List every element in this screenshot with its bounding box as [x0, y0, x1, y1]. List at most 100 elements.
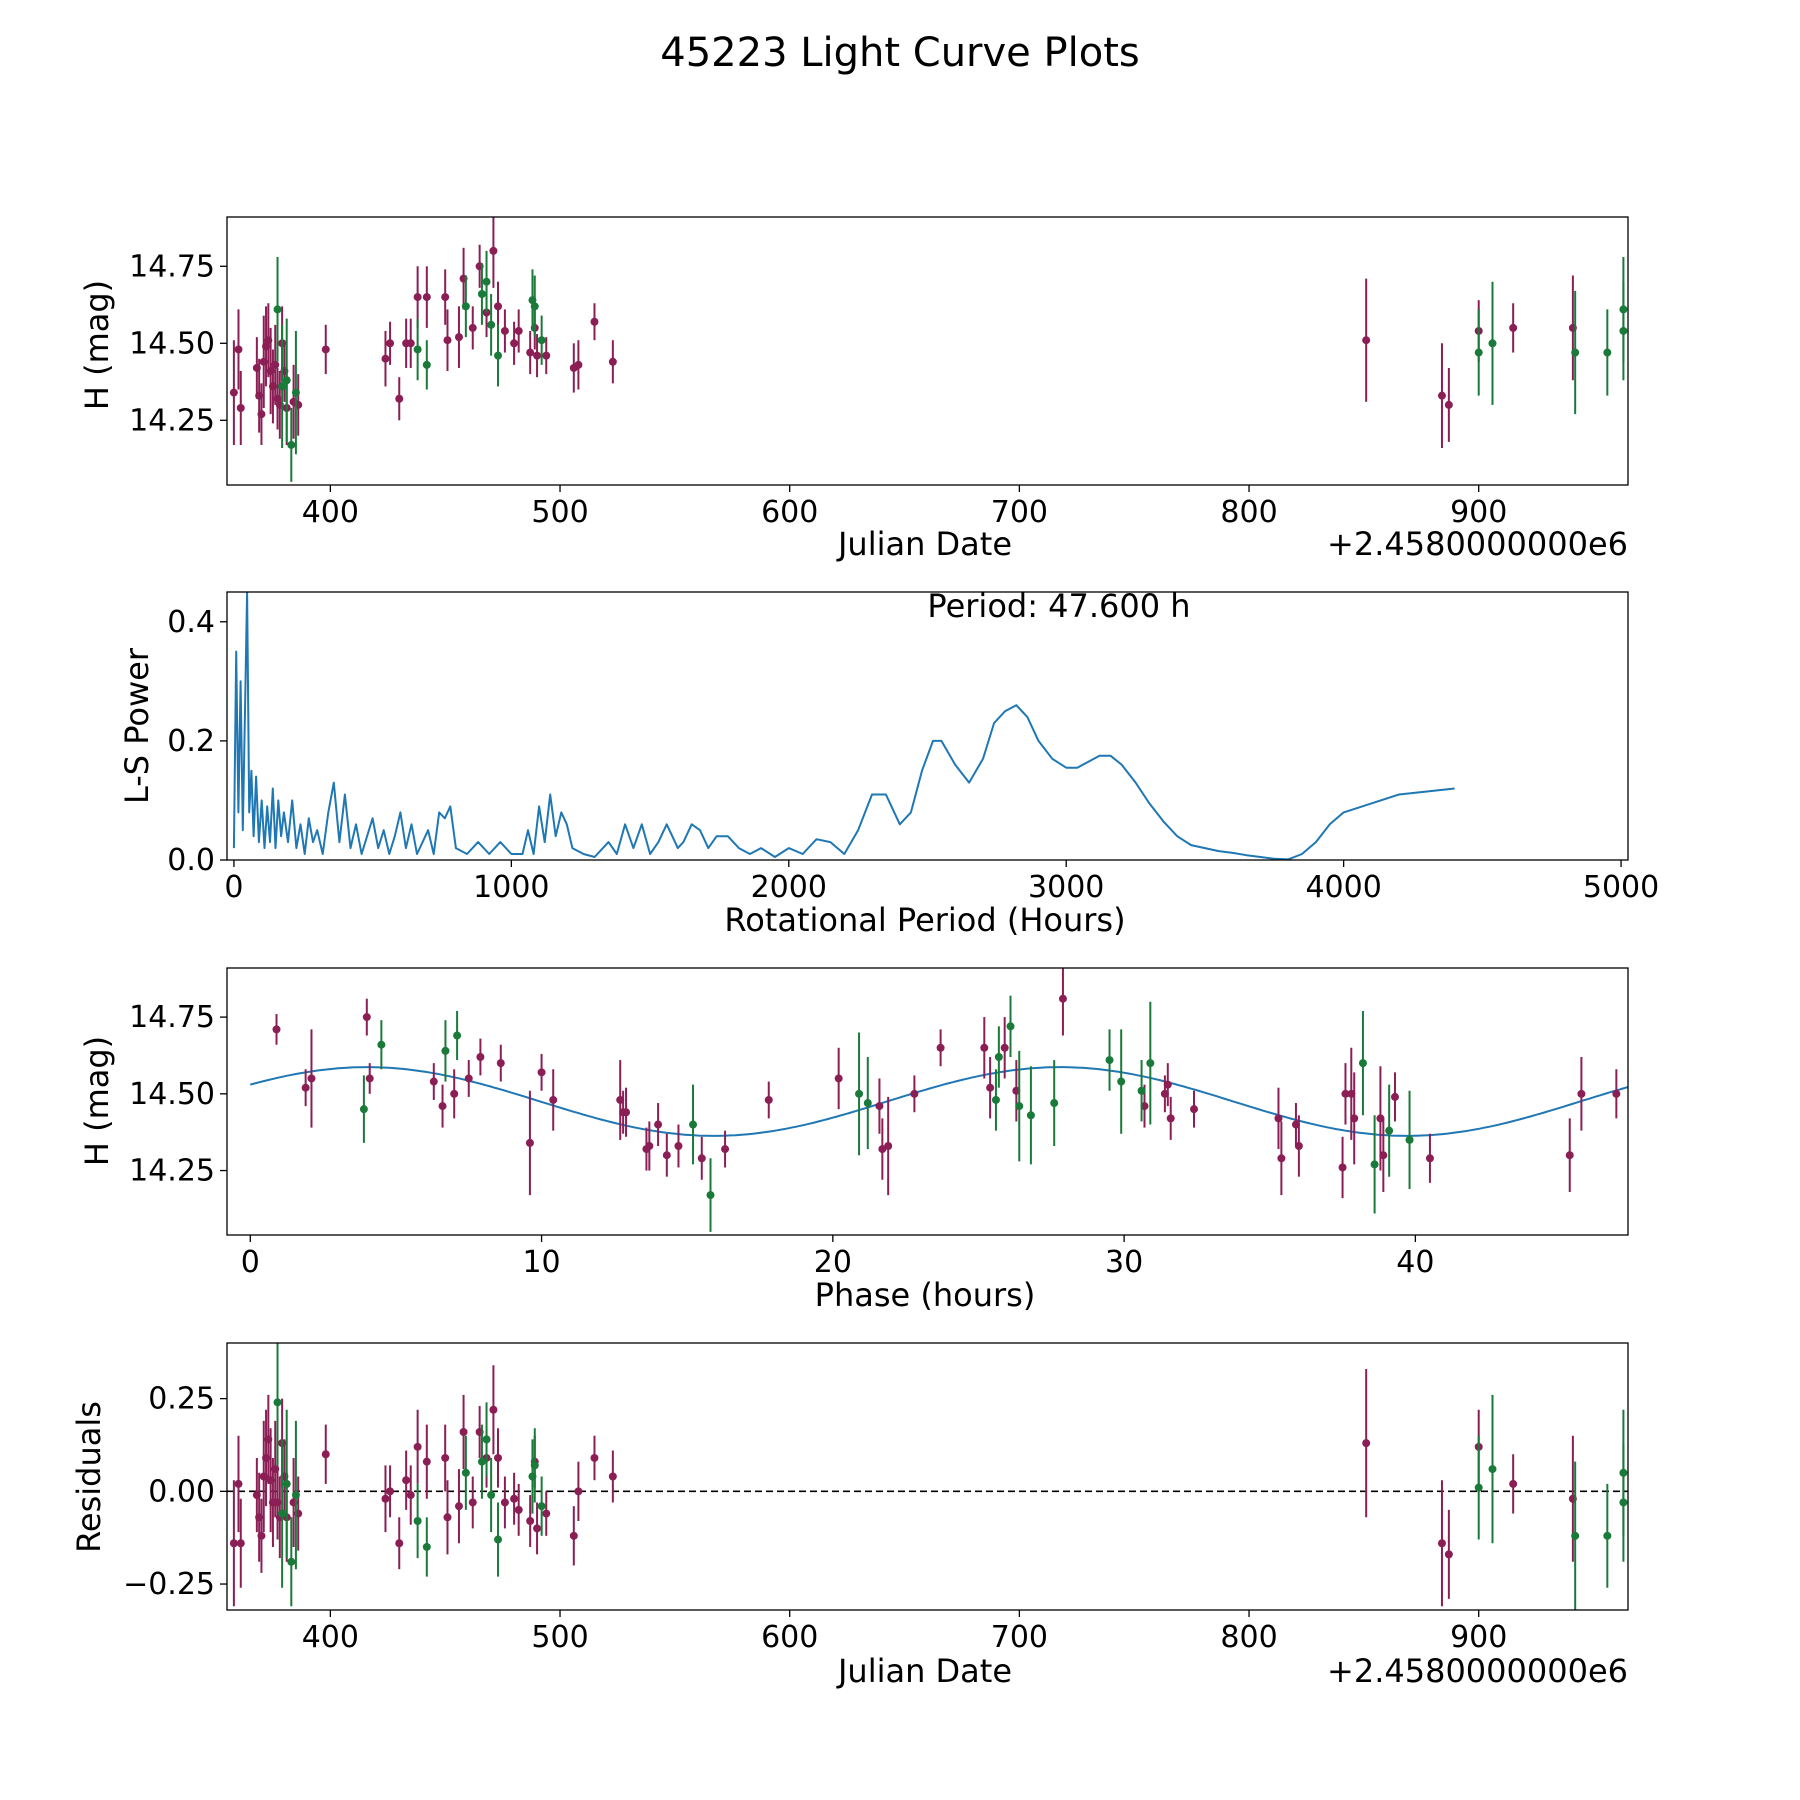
ph-red-point — [986, 1083, 995, 1092]
res-red-point — [494, 1453, 503, 1462]
lc-ytick-label: 14.50 — [129, 326, 215, 361]
ph-red-point — [1338, 1163, 1347, 1172]
ph-red-point — [1425, 1154, 1434, 1163]
lc-red-point — [406, 339, 415, 348]
ph-red-point — [476, 1053, 485, 1061]
res-red-point — [526, 1517, 535, 1525]
ph-red-point — [1058, 994, 1067, 1003]
res-red-point — [321, 1450, 330, 1459]
ph-red-point — [549, 1095, 558, 1104]
period-annotation: Period: 47.600 h — [927, 587, 1190, 625]
lc-red-point — [443, 336, 452, 345]
lc-frame — [226, 216, 1629, 486]
lc-red-point — [1509, 323, 1518, 332]
res-green-point — [1603, 1531, 1612, 1540]
res-green-point — [487, 1491, 496, 1500]
res-red-point — [510, 1494, 519, 1503]
ph-red-point — [537, 1068, 546, 1077]
lc-green-point — [273, 305, 282, 314]
res-red-point — [441, 1453, 450, 1462]
ph-red-point — [1379, 1151, 1388, 1160]
ph-red-point — [654, 1120, 663, 1129]
lc-red-point — [1437, 391, 1446, 400]
res-green-point — [291, 1491, 300, 1500]
lc-red-point — [229, 388, 238, 397]
ph-red-point — [525, 1138, 534, 1147]
ph-red-point — [1294, 1142, 1303, 1150]
res-green-point — [1474, 1483, 1483, 1492]
ph-green-point — [1105, 1056, 1114, 1065]
lc-red-point — [608, 357, 617, 366]
lc-green-point — [1571, 348, 1580, 357]
pg-xtick-label: 2000 — [751, 870, 827, 905]
lc-green-point — [291, 388, 300, 397]
pg-ytick-label: 0.2 — [167, 724, 215, 759]
res-red-point — [1437, 1539, 1446, 1548]
ph-red-point — [1577, 1089, 1586, 1098]
lc-green-point — [282, 376, 291, 385]
lc-xtick-label: 700 — [991, 495, 1048, 530]
res-red-point — [542, 1509, 551, 1518]
res-xtick-label: 400 — [302, 1620, 359, 1655]
ph-red-point — [936, 1043, 945, 1052]
lc-green-point — [477, 290, 486, 299]
res-red-point — [489, 1405, 498, 1414]
lc-red-point — [271, 360, 280, 369]
ph-frame — [226, 967, 1629, 1236]
ph-clip-area — [250, 968, 1638, 1232]
res-frame — [226, 1342, 1629, 1611]
res-red-point — [422, 1457, 431, 1466]
lc-green-point — [530, 302, 539, 311]
res-red-point — [229, 1539, 238, 1548]
pg-xtick-label: 3000 — [1028, 870, 1104, 905]
lc-red-point — [257, 410, 266, 419]
res-red-point — [1362, 1439, 1371, 1448]
light-curve-panel: Julian Date H (mag) +2.4580000000e6 400 5… — [78, 216, 1629, 563]
light-curve-offset-text: +2.4580000000e6 — [1327, 525, 1628, 563]
ph-green-point — [441, 1046, 450, 1055]
ph-red-point — [307, 1074, 316, 1083]
res-red-point — [1509, 1479, 1518, 1488]
lc-red-point — [526, 348, 535, 357]
lc-xtick-label: 400 — [302, 495, 359, 530]
phase-folded-panel: Phase (hours) H (mag) 0 10 20 30 40 14.25 14.5… — [78, 967, 1638, 1314]
lc-xtick-label: 500 — [531, 495, 588, 530]
pg-clip-area — [232, 592, 1455, 860]
lc-xtick-label: 900 — [1450, 495, 1507, 530]
lc-green-point — [278, 382, 287, 391]
ph-red-point — [1630, 1074, 1638, 1082]
res-green-point — [278, 1509, 287, 1518]
lc-red-point — [386, 339, 395, 348]
res-red-point — [500, 1498, 509, 1507]
ph-green-point — [1006, 1022, 1015, 1031]
res-red-point — [533, 1524, 542, 1533]
res-green-point — [530, 1461, 539, 1470]
res-clip-area — [227, 1343, 1628, 1610]
periodogram-ylabel: L-S Power — [118, 647, 156, 804]
ph-red-point — [1166, 1114, 1175, 1123]
ph-red-point — [1000, 1043, 1009, 1052]
ph-red-point — [1612, 1089, 1621, 1098]
lc-red-point — [454, 333, 463, 342]
residuals-offset-text: +2.4580000000e6 — [1327, 1652, 1628, 1690]
res-green-point — [537, 1502, 546, 1511]
ph-xtick-label: 0 — [241, 1245, 260, 1280]
res-green-point — [287, 1557, 296, 1566]
lc-red-point — [489, 246, 498, 255]
periodogram-xlabel: Rotational Period (Hours) — [724, 901, 1125, 939]
ph-green-point — [1026, 1111, 1035, 1120]
ph-red-point — [1350, 1114, 1359, 1123]
ph-red-point — [301, 1083, 310, 1092]
ph-green-point — [1015, 1102, 1024, 1111]
ph-red-point — [1190, 1105, 1199, 1114]
ph-xtick-label: 20 — [814, 1245, 852, 1280]
res-xtick-label: 500 — [531, 1620, 588, 1655]
res-red-point — [514, 1505, 523, 1514]
ph-green-point — [1385, 1126, 1394, 1135]
ph-red-point — [1163, 1080, 1172, 1089]
ph-red-point — [365, 1074, 374, 1083]
light-curve-xlabel: Julian Date — [836, 525, 1012, 563]
ph-red-point — [1341, 1089, 1350, 1098]
res-xtick-label: 600 — [761, 1620, 818, 1655]
